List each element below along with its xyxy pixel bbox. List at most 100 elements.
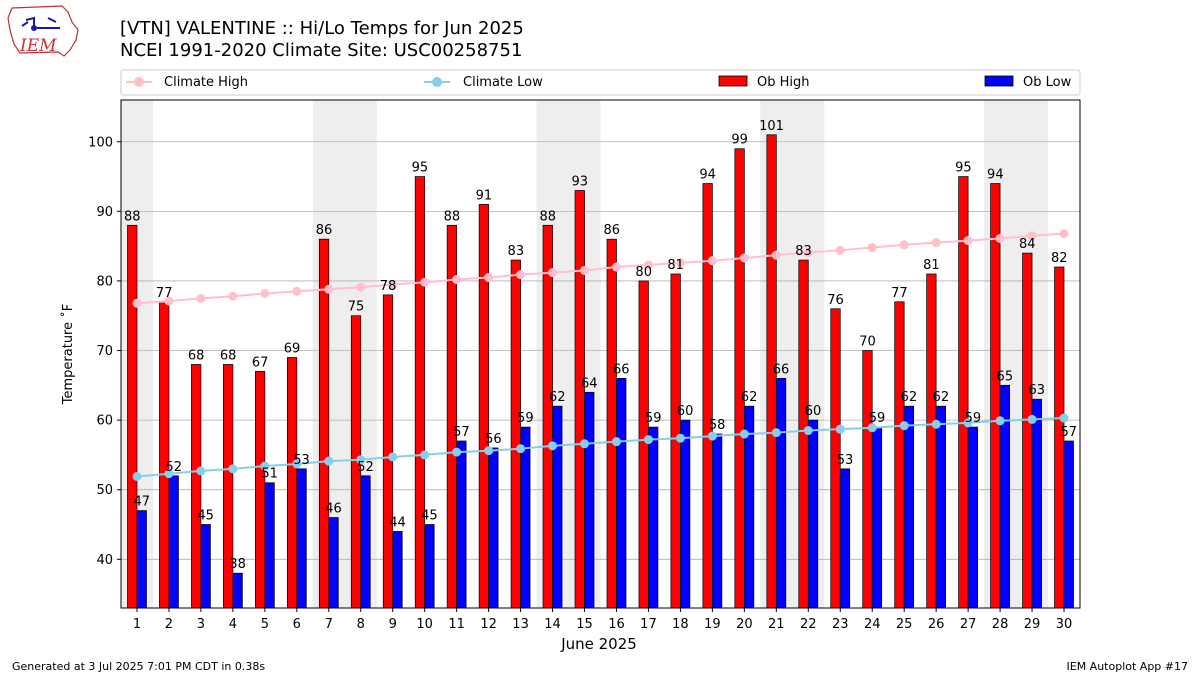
climate-low-point (803, 426, 813, 436)
climate-high-point (1027, 231, 1037, 241)
x-tick-label: 7 (325, 617, 333, 632)
climate-low-point (963, 418, 973, 428)
data-label-ob-low: 44 (389, 515, 406, 530)
plot-area: 4050607080901008847775268456838675169538… (88, 99, 1081, 632)
bar-ob-high (702, 183, 713, 609)
data-label-ob-high: 81 (667, 258, 684, 273)
bar-ob-low (168, 475, 179, 609)
legend-label-ob-high: Ob High (757, 75, 810, 90)
bar-ob-high (1022, 252, 1033, 609)
climate-low-point (548, 441, 558, 451)
climate-low-point (292, 459, 302, 469)
bar-ob-low (296, 468, 307, 609)
y-tick-label: 90 (96, 205, 113, 220)
data-label-ob-low: 62 (933, 390, 950, 405)
bar-ob-high (159, 301, 170, 609)
x-tick-label: 18 (672, 617, 689, 632)
bar-ob-low (392, 531, 403, 609)
climate-high-point (132, 298, 142, 308)
climate-low-point (707, 431, 717, 441)
chart-subtitle: NCEI 1991-2020 Climate Site: USC00258751 (120, 40, 523, 61)
data-label-ob-low: 66 (773, 362, 790, 377)
climate-low-point (1059, 413, 1069, 423)
bar-ob-high (510, 259, 521, 609)
bar-ob-high (382, 294, 394, 609)
climate-low-point (164, 469, 174, 479)
x-tick-label: 26 (928, 617, 945, 632)
climate-high-point (484, 272, 494, 282)
data-label-ob-low: 59 (869, 411, 886, 426)
data-label-ob-low: 45 (421, 508, 438, 523)
x-tick-label: 21 (768, 617, 785, 632)
data-label-ob-low: 56 (485, 432, 502, 447)
bar-ob-low (712, 433, 723, 609)
bar-ob-high (191, 364, 202, 609)
bar-ob-high (926, 273, 937, 609)
bar-ob-low (328, 517, 339, 609)
station-dot-icon (31, 25, 37, 31)
data-label-ob-high: 82 (1051, 251, 1068, 266)
x-tick-label: 30 (1056, 617, 1073, 632)
x-tick-label: 16 (608, 617, 625, 632)
data-label-ob-high: 84 (1019, 237, 1036, 252)
climate-low-point (1027, 414, 1037, 424)
weather-map-icon (21, 16, 60, 29)
bar-ob-high (478, 204, 489, 609)
climate-high-point (580, 265, 590, 275)
climate-high-point (931, 238, 941, 248)
y-tick-label: 100 (88, 135, 113, 150)
data-label-ob-high: 76 (827, 293, 844, 308)
climate-high-point (196, 293, 206, 303)
bar-ob-high (127, 224, 138, 609)
climate-low-point (260, 461, 270, 471)
legend: Climate High Climate Low Ob High Ob Low (120, 69, 1081, 96)
bar-ob-low (1063, 440, 1074, 609)
data-label-ob-high: 86 (316, 223, 333, 238)
climate-low-point (132, 471, 142, 481)
climate-low-point (484, 446, 494, 456)
legend-label-climate-low: Climate Low (463, 75, 543, 90)
y-tick-label: 50 (96, 483, 113, 498)
bar-ob-high (542, 224, 553, 609)
bar-ob-low (264, 482, 275, 609)
plot-frame (120, 99, 1081, 609)
data-label-ob-high: 69 (284, 341, 301, 356)
climate-low-line (136, 417, 1065, 478)
climate-low-point (643, 435, 653, 445)
bar-ob-low (232, 572, 243, 609)
data-label-ob-low: 52 (165, 460, 182, 475)
climate-low-point (995, 416, 1005, 426)
data-label-ob-low: 57 (453, 425, 470, 440)
app-credit: IEM Autoplot App #17 (1066, 660, 1189, 673)
bar-ob-low (871, 426, 883, 609)
x-tick-label: 22 (800, 617, 817, 632)
legend-swatch-ob-high (718, 75, 748, 87)
climate-high-point (420, 277, 430, 287)
climate-high-point (611, 262, 621, 272)
bar-ob-high (894, 301, 905, 609)
bar-ob-low (200, 524, 211, 609)
x-tick-label: 17 (640, 617, 657, 632)
legend-label-climate-high: Climate High (164, 75, 248, 90)
x-tick-label: 20 (736, 617, 753, 632)
climate-high-point (675, 258, 685, 268)
climate-high-point (899, 240, 909, 250)
data-label-ob-high: 68 (188, 348, 205, 363)
data-label-ob-high: 99 (731, 133, 748, 148)
data-label-ob-low: 38 (229, 557, 246, 572)
climate-high-point (260, 288, 270, 298)
data-label-ob-high: 83 (508, 244, 525, 259)
x-tick-label: 14 (544, 617, 561, 632)
climate-high-point (867, 243, 877, 253)
data-label-ob-high: 88 (124, 209, 141, 224)
data-label-ob-low: 51 (261, 467, 278, 482)
climate-low-point (356, 455, 366, 465)
data-label-ob-low: 58 (709, 418, 726, 433)
x-tick-label: 12 (480, 617, 497, 632)
x-tick-label: 13 (512, 617, 529, 632)
x-tick-label: 24 (864, 617, 881, 632)
data-label-ob-low: 65 (997, 369, 1014, 384)
climate-high-line (136, 232, 1065, 305)
data-label-ob-low: 64 (581, 376, 598, 391)
climate-high-point (707, 256, 717, 266)
